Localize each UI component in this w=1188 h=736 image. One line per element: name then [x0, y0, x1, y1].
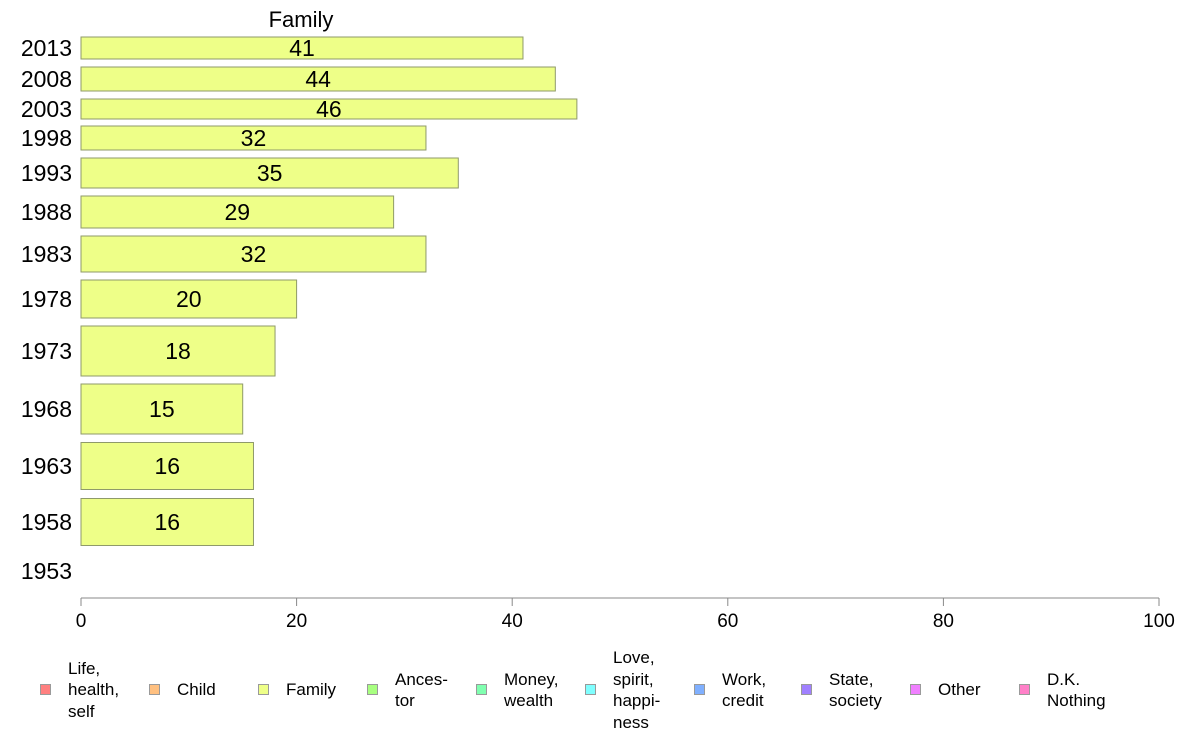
bar — [80, 195, 395, 229]
legend-label: Ances- tor — [395, 669, 448, 711]
data-label: 20 — [176, 286, 202, 312]
x-tick-label: 0 — [76, 611, 87, 632]
data-label: 32 — [241, 241, 267, 267]
y-tick-label: 1968 — [21, 396, 72, 422]
legend-label: State, society — [829, 669, 882, 711]
legend-swatch — [694, 684, 705, 695]
y-tick-label: 1953 — [21, 558, 72, 584]
y-tick-label: 1983 — [21, 241, 72, 267]
bar — [80, 383, 244, 435]
data-label: 41 — [289, 35, 315, 61]
legend-label: Life, health, self — [68, 658, 120, 721]
bar — [80, 279, 298, 319]
bar — [80, 325, 276, 377]
x-tick-label: 100 — [1143, 611, 1175, 632]
bar — [80, 442, 254, 490]
legend-swatch — [367, 684, 378, 695]
legend-swatch — [40, 684, 51, 695]
data-label: 18 — [165, 338, 191, 364]
y-tick-label: 2008 — [21, 66, 72, 92]
y-tick-label: 1993 — [21, 160, 72, 186]
bar — [80, 235, 427, 273]
x-axis: 0 20 40 60 80 100 — [76, 597, 1175, 632]
x-tick-label: 60 — [717, 611, 738, 632]
legend-label: Other — [938, 680, 981, 700]
bar — [80, 66, 556, 92]
x-tick-label: 40 — [502, 611, 523, 632]
data-label: 46 — [316, 96, 342, 122]
data-label: 16 — [154, 509, 180, 535]
legend: Life, health, self Child Family Ances- tor M… — [0, 644, 1188, 736]
data-label: 35 — [257, 160, 283, 186]
legend-swatch — [1019, 684, 1030, 695]
legend-swatch — [585, 684, 596, 695]
bars-layer: 2013 41 2008 44 2003 46 1998 32 1993 35 1988 29 1983… — [21, 35, 578, 584]
y-tick-label: 1978 — [21, 286, 72, 312]
legend-label: Love, spirit, happi- ness — [613, 648, 661, 732]
legend-swatch — [801, 684, 812, 695]
legend-label: Money, wealth — [504, 669, 559, 711]
y-tick-label: 1988 — [21, 199, 72, 225]
data-label: 29 — [225, 199, 251, 225]
chart-title: Family — [269, 7, 334, 32]
legend-swatch — [149, 684, 160, 695]
x-tick-label: 20 — [286, 611, 307, 632]
y-tick-label: 1958 — [21, 509, 72, 535]
legend-label: Work, credit — [722, 669, 767, 711]
y-tick-label: 2003 — [21, 96, 72, 122]
bar — [80, 157, 459, 189]
y-tick-label: 1963 — [21, 453, 72, 479]
y-tick-label: 1998 — [21, 125, 72, 151]
data-label: 16 — [154, 453, 180, 479]
data-label: 32 — [241, 125, 267, 151]
y-tick-label: 1973 — [21, 338, 72, 364]
bar — [80, 36, 524, 60]
legend-swatch — [476, 684, 487, 695]
legend-label: Family — [286, 680, 337, 700]
legend-swatch — [258, 684, 269, 695]
x-tick-label: 80 — [933, 611, 954, 632]
bar — [80, 98, 578, 120]
legend-label: Child — [177, 680, 216, 700]
data-label: 44 — [305, 66, 331, 92]
data-label: 15 — [149, 396, 175, 422]
bar — [80, 498, 254, 546]
legend-swatch — [910, 684, 921, 695]
bar-chart: Family 2013 41 2008 44 2003 46 1998 32 1993 35 198… — [21, 7, 1175, 632]
legend-label: D.K. Nothing — [1047, 669, 1106, 711]
bar — [80, 125, 427, 151]
y-tick-label: 2013 — [21, 35, 72, 61]
